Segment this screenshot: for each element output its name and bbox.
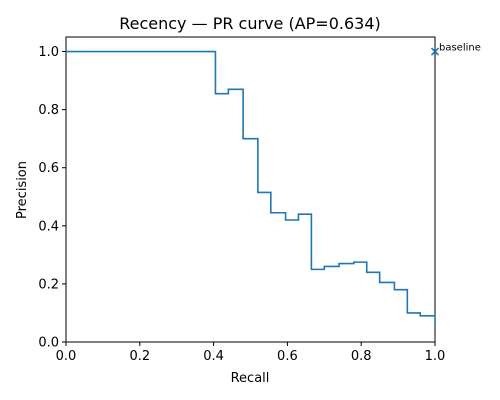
plot-frame — [65, 36, 436, 343]
baseline-marker — [430, 47, 440, 56]
y-tick-label: 0.6 — [38, 161, 59, 176]
marker-layer: baseline — [430, 43, 481, 56]
plot-area — [65, 36, 436, 343]
x-axis-label: Recall — [231, 371, 270, 386]
y-tick-label: 0.0 — [38, 336, 59, 351]
x-tick-label: 0.8 — [351, 349, 372, 364]
x-tick-label: 0.6 — [277, 349, 298, 364]
chart-title: Recency — PR curve (AP=0.634) — [119, 14, 381, 33]
pr-curve-line — [66, 50, 436, 325]
x-tick-label: 0.4 — [203, 349, 224, 364]
x-tick-label: 1.0 — [425, 349, 446, 364]
y-tick-label: 0.4 — [38, 219, 59, 234]
y-tick-label: 0.2 — [38, 277, 59, 292]
y-tick-label: 0.8 — [38, 103, 59, 118]
x-axis: 0.0 0.2 0.4 0.6 0.8 1.0 — [56, 342, 446, 364]
y-axis: 0.0 0.2 0.4 0.6 0.8 1.0 — [38, 45, 66, 351]
x-tick-label: 0.2 — [129, 349, 150, 364]
y-tick-label: 1.0 — [38, 45, 59, 60]
baseline-annotation: baseline — [439, 43, 481, 54]
x-tick-label: 0.0 — [56, 349, 77, 364]
y-axis-label: Precision — [15, 161, 30, 219]
series-layer — [66, 50, 436, 325]
